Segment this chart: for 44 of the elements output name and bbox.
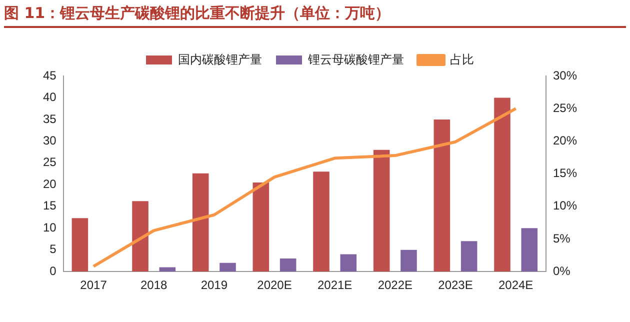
bar xyxy=(434,119,450,272)
bar xyxy=(460,241,478,272)
x-tick-label: 2021E xyxy=(317,278,352,292)
bar xyxy=(400,250,417,272)
bar xyxy=(494,98,510,272)
y2-tick-label: 15% xyxy=(552,166,578,180)
bar xyxy=(313,172,330,272)
y2-tick-label: 0% xyxy=(552,264,571,278)
y-tick-label: 0 xyxy=(50,264,57,278)
x-tick-label: 2018 xyxy=(140,278,168,292)
bar xyxy=(340,254,357,272)
x-tick-label: 2020E xyxy=(257,278,292,292)
y2-tick-label: 20% xyxy=(552,134,578,148)
bar xyxy=(192,173,209,272)
y-tick-label: 40 xyxy=(42,90,57,104)
y-tick-label: 35 xyxy=(42,112,57,126)
legend-label: 国内碳酸锂产量 xyxy=(178,52,262,66)
bar xyxy=(220,262,236,272)
y-tick-label: 25 xyxy=(42,155,57,170)
y-tick-label: 5 xyxy=(50,242,57,256)
bar xyxy=(252,182,270,272)
y2-tick-label: 10% xyxy=(552,198,578,213)
x-tick-label: 2023E xyxy=(438,278,473,292)
x-tick-label: 2019 xyxy=(200,278,228,292)
bar xyxy=(72,218,88,272)
bar xyxy=(521,228,538,272)
y2-tick-label: 30% xyxy=(552,68,578,82)
bar xyxy=(132,201,148,272)
y2-tick-label: 25% xyxy=(552,100,578,115)
x-tick-label: 2024E xyxy=(498,278,534,292)
y2-tick-label: 5% xyxy=(552,231,571,246)
bar xyxy=(373,150,390,272)
y-tick-label: 30 xyxy=(42,134,57,148)
bar xyxy=(280,258,296,272)
x-tick-label: 2022E xyxy=(378,278,413,292)
legend-label: 占比 xyxy=(450,52,474,66)
x-tick-label: 2017 xyxy=(80,278,108,292)
y-tick-label: 45 xyxy=(42,68,57,82)
y-tick-label: 15 xyxy=(42,198,57,213)
chart-title: 图 11：锂云母生产碳酸锂的比重不断提升（单位：万吨） xyxy=(4,4,626,28)
legend-label: 锂云母碳酸锂产量 xyxy=(307,52,404,66)
bar xyxy=(159,267,176,272)
y-tick-label: 10 xyxy=(42,220,57,234)
y-tick-label: 20 xyxy=(42,176,57,191)
